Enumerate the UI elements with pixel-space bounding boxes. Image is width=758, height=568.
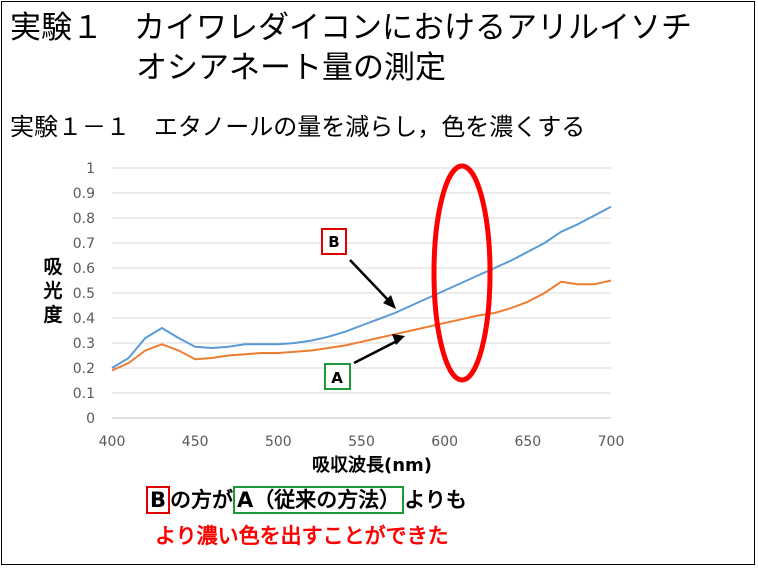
label-box-a xyxy=(324,363,351,390)
y-axis-label: 吸光度 xyxy=(43,256,63,326)
conclusion-part-1: の方が xyxy=(170,488,234,512)
conclusion-line-2: より濃い色を出すことができた xyxy=(155,524,449,548)
x-tick-label: 400 xyxy=(99,434,126,450)
label-b: B xyxy=(328,233,339,251)
y-tick-label: 0.4 xyxy=(73,311,95,327)
conclusion-line-1: B の方が A（従来の方法） よりも xyxy=(146,486,467,514)
y-tick-label: 1 xyxy=(86,161,95,177)
y-tick-label: 0.9 xyxy=(73,186,95,202)
chart-annotations: B A xyxy=(321,163,493,390)
y-tick-label: 0.5 xyxy=(73,286,95,302)
arrow-b-line xyxy=(349,259,391,303)
conclusion-b-box: B xyxy=(146,486,171,514)
y-tick-label: 0.1 xyxy=(73,386,95,402)
x-tick-label: 650 xyxy=(514,434,541,450)
x-tick-label: 450 xyxy=(182,434,209,450)
arrow-a-line xyxy=(353,339,398,365)
x-tick-labels: 400 450 500 550 600 650 700 xyxy=(99,434,625,450)
series-line-a xyxy=(111,279,612,372)
series-line-b xyxy=(111,205,612,369)
series-lines xyxy=(111,205,612,372)
x-axis-label: 吸収波長(nm) xyxy=(312,454,432,476)
arrow-b-head xyxy=(383,295,396,309)
label-a: A xyxy=(331,369,343,387)
conclusion-a-box: A（従来の方法） xyxy=(233,486,405,514)
y-tick-label: 0.6 xyxy=(73,261,95,277)
y-tick-label: 0 xyxy=(86,411,95,427)
title-line-2: オシアネート量の測定 xyxy=(136,50,446,86)
slide-subtitle: 実験１－１ エタノールの量を減らし，色を濃くする xyxy=(10,113,586,141)
y-tick-labels: 0 0.1 0.2 0.3 0.4 0.5 0.6 0.7 0.8 0.9 1 xyxy=(73,161,95,427)
conclusion-part-2: よりも xyxy=(404,488,467,512)
highlight-ellipse xyxy=(431,163,493,383)
x-tick-label: 700 xyxy=(598,434,625,450)
y-tick-label: 0.2 xyxy=(73,361,95,377)
slide-title: 実験１ カイワレダイコンにおけるアリルイソチ オシアネート量の測定 xyxy=(10,8,692,88)
x-tick-label: 500 xyxy=(265,434,292,450)
y-tick-label: 0.8 xyxy=(73,211,95,227)
label-box-b xyxy=(321,228,347,255)
x-tick-label: 600 xyxy=(431,434,458,450)
x-tick-label: 550 xyxy=(348,434,375,450)
y-tick-label: 0.3 xyxy=(73,336,95,352)
chart-grid xyxy=(112,167,611,419)
y-tick-label: 0.7 xyxy=(73,236,95,252)
arrow-a-head xyxy=(392,334,405,345)
title-line-1: 実験１ カイワレダイコンにおけるアリルイソチ xyxy=(10,10,692,46)
